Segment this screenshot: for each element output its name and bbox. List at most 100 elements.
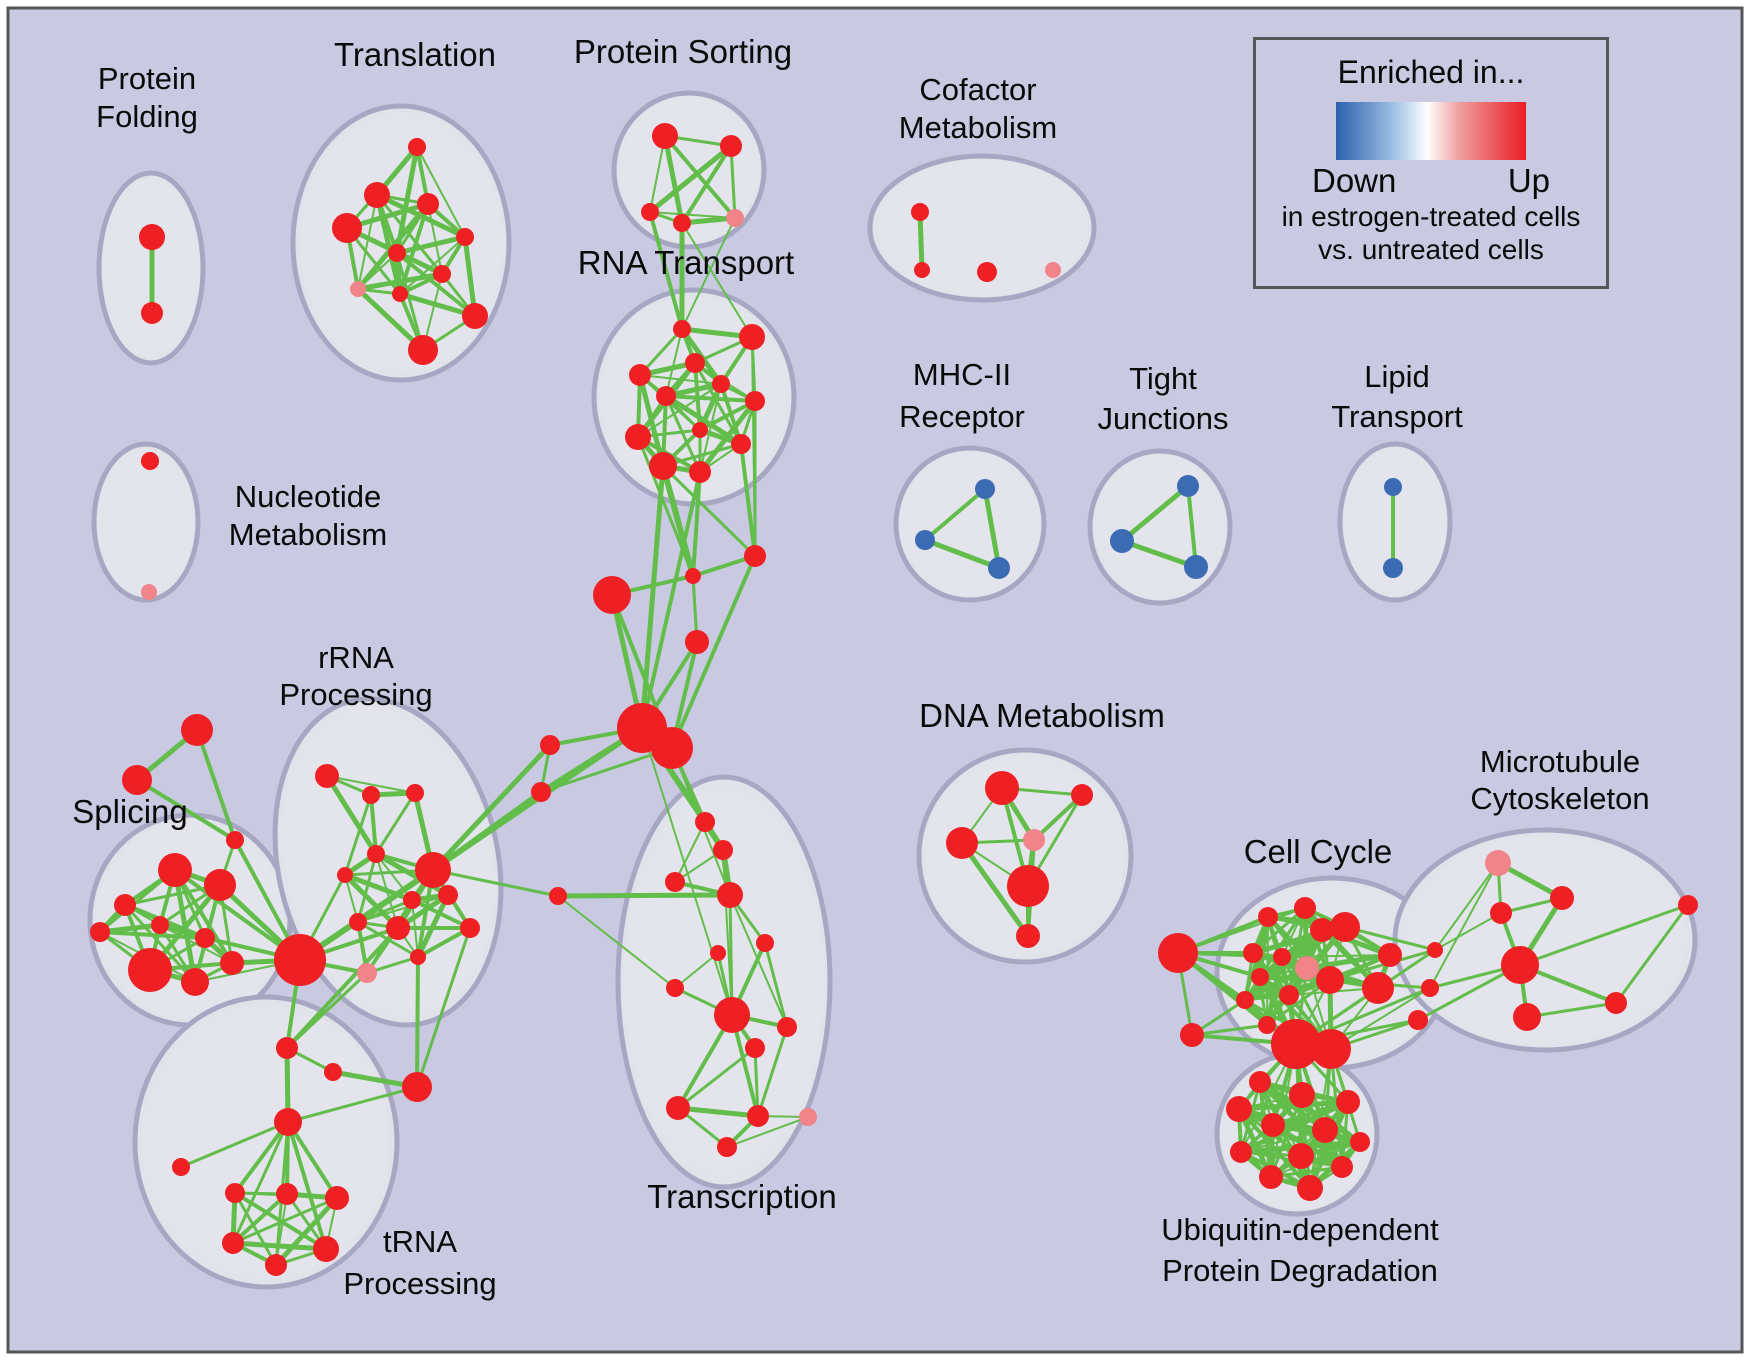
edge [231,1196,339,1245]
edge [159,924,233,964]
node-147 [195,928,215,948]
node-141 [1230,1141,1252,1163]
edge [179,1120,290,1169]
node-0 [139,224,165,250]
edge [231,1120,290,1245]
edge [342,872,401,931]
node-76 [276,1037,298,1059]
cluster-label-splicing: Splicing [72,793,188,830]
node-87 [695,812,715,832]
edge [355,271,445,292]
edge [1177,907,1306,954]
node-69 [204,869,236,901]
edge [399,236,466,295]
edge [342,872,415,903]
edge [1429,862,1499,989]
node-2 [408,138,426,156]
edge [1434,862,1499,951]
node-74 [220,951,244,975]
edge [462,234,478,319]
node-42 [649,452,677,480]
node-82 [276,1183,298,1205]
edge [639,463,666,731]
edge [753,1046,760,1118]
node-49 [651,727,693,769]
edge [233,1191,278,1267]
node-4 [417,193,439,215]
edge [922,537,1002,571]
cluster-label-transcription: Transcription [647,1178,837,1215]
node-138 [1261,1113,1285,1137]
edge [729,144,737,220]
edge [397,291,478,319]
edge [698,399,757,432]
node-43 [689,461,711,483]
node-36 [656,386,676,406]
edge [285,971,369,1050]
node-85 [313,1236,339,1262]
edge [1614,903,1690,1005]
edge [431,868,560,898]
edge [674,952,719,989]
node-31 [141,584,157,600]
node-92 [756,934,774,952]
node-93 [666,979,684,997]
node-29 [1383,558,1403,578]
legend-title: Enriched in... [1337,54,1525,90]
edge [231,1192,289,1245]
edge [722,849,733,1016]
edge [416,146,466,238]
node-140 [1350,1132,1370,1152]
cluster-label-microtubule-cytoskeleton: Microtubule [1480,744,1640,779]
node-20 [977,262,997,282]
node-143 [1331,1156,1353,1178]
node-19 [914,262,930,278]
node-118 [1236,991,1254,1009]
node-146 [151,916,169,934]
edge [923,487,987,542]
edge [395,251,477,318]
cluster-label-ubiquitin-degradation: Ubiquitin-dependent [1161,1212,1439,1247]
node-89 [665,872,685,892]
node-90 [717,882,743,908]
node-125 [1550,886,1574,910]
edge [123,883,222,907]
edge [680,144,733,225]
edge [641,727,733,1016]
legend-caption-line2: vs. untreated cells [1318,234,1544,265]
edge [1236,1099,1351,1112]
edge [1416,963,1522,1022]
node-37 [712,375,730,393]
node-80 [172,1158,190,1176]
node-53 [315,764,339,788]
node-11 [462,303,488,329]
edge [273,1195,340,1268]
edge [640,470,702,730]
edge [664,394,757,403]
edge [1190,1023,1269,1037]
edge [739,442,757,558]
node-126 [1490,902,1512,924]
node-57 [337,867,353,883]
node-149 [1279,985,1299,1005]
node-133 [1678,895,1698,915]
node-73 [181,968,209,996]
edge [275,1193,288,1266]
node-23 [915,530,935,550]
node-132 [1408,1010,1428,1030]
node-102 [1071,784,1093,806]
node-50 [540,735,560,755]
node-101 [985,771,1019,805]
edge [639,374,722,385]
node-24 [988,557,1010,579]
edge [98,930,207,940]
cluster-label-dna-metabolism: DNA Metabolism [919,697,1165,734]
edge [664,394,702,474]
node-63 [357,963,377,983]
edge [285,926,400,1050]
node-8 [433,265,451,283]
edge [1119,538,1199,570]
edge [286,1085,419,1124]
node-26 [1110,529,1134,553]
node-65 [181,714,213,746]
